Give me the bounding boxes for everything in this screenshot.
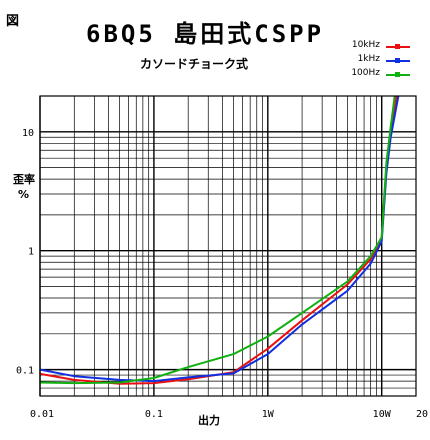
x-axis-label: 出力 — [198, 414, 220, 427]
chart-subtitle: カソードチョーク式 — [140, 57, 249, 71]
legend-item-10khz: 10kHz — [322, 40, 422, 54]
series-line-100hz — [40, 96, 396, 385]
series-line-10khz — [40, 96, 398, 385]
tick-labels: 0.01 0.1 1W 10W 20 0.1 1 10 — [16, 128, 428, 420]
x-tick-label: 1W — [262, 409, 275, 420]
legend-label: 1kHz — [357, 54, 380, 64]
series-line-1khz — [40, 96, 400, 383]
legend-label: 100Hz — [351, 68, 380, 78]
legend-label: 10kHz — [351, 40, 380, 50]
x-tick-label: 0.01 — [30, 409, 54, 420]
y-axis-label: 歪率 — [13, 173, 35, 186]
legend-marker-icon — [395, 72, 400, 77]
legend-marker-icon — [395, 58, 400, 63]
y-tick-label: 1 — [28, 247, 34, 258]
grid — [39, 95, 417, 397]
corner-label: 図 — [6, 14, 20, 29]
y-axis-unit: % — [18, 188, 30, 201]
legend-item-100hz: 100Hz — [322, 68, 422, 82]
legend: 10kHz 1kHz 100Hz — [322, 40, 422, 82]
x-tick-label: 0.1 — [145, 409, 163, 420]
legend-marker-icon — [395, 44, 400, 49]
legend-item-1khz: 1kHz — [322, 54, 422, 68]
series-lines — [40, 96, 400, 385]
y-tick-label: 0.1 — [16, 366, 34, 377]
y-tick-label: 10 — [22, 128, 34, 139]
chart-title: 6BQ5 島田式CSPP — [86, 20, 325, 48]
x-tick-label: 20 — [416, 409, 428, 420]
plot-frame — [39, 95, 417, 397]
x-tick-label: 10W — [373, 409, 392, 420]
